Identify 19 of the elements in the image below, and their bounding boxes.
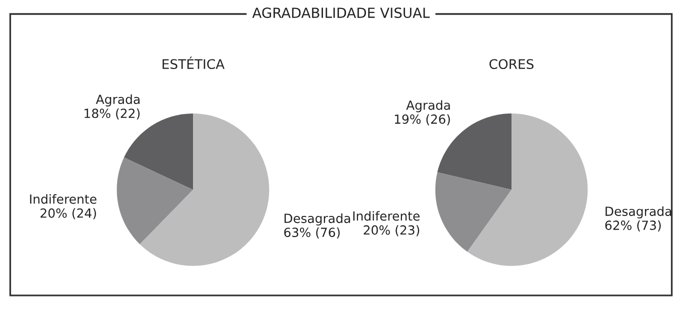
slice-label: Agrada bbox=[96, 94, 140, 106]
slice-label: Indiferente bbox=[30, 194, 96, 204]
pie-slice bbox=[116, 157, 194, 244]
chart-title: CORES bbox=[490, 59, 534, 70]
pie-slice bbox=[435, 172, 512, 252]
slice-label: Desagrada bbox=[606, 206, 672, 218]
data-label: 20% (24) bbox=[40, 208, 96, 220]
pie-slice bbox=[467, 114, 588, 266]
data-label: 20% (23) bbox=[364, 225, 420, 236]
pie-slice bbox=[140, 114, 270, 266]
chart-title: ESTÉTICA bbox=[162, 56, 225, 70]
slice-label: Agrada bbox=[406, 100, 450, 112]
data-label: 63% (76) bbox=[284, 227, 340, 239]
slice-label: Indiferente bbox=[353, 211, 420, 221]
data-label: 62% (73) bbox=[605, 220, 661, 232]
text: AGRADABILIDADE VISUAL bbox=[252, 8, 430, 18]
data-label: 18% (22) bbox=[84, 108, 140, 120]
slice-label: Desagrada bbox=[284, 213, 350, 226]
data-label: 19% (26) bbox=[394, 114, 450, 126]
